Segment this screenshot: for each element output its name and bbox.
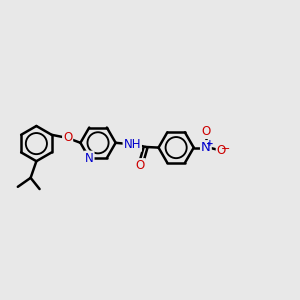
Text: O: O xyxy=(201,125,211,138)
Text: O: O xyxy=(63,131,72,145)
Text: N: N xyxy=(85,152,94,164)
Text: −: − xyxy=(221,144,230,154)
Text: O: O xyxy=(217,144,226,157)
Text: O: O xyxy=(136,159,145,172)
Text: NH: NH xyxy=(124,138,141,151)
Text: +: + xyxy=(206,139,214,148)
Text: N: N xyxy=(201,141,211,154)
